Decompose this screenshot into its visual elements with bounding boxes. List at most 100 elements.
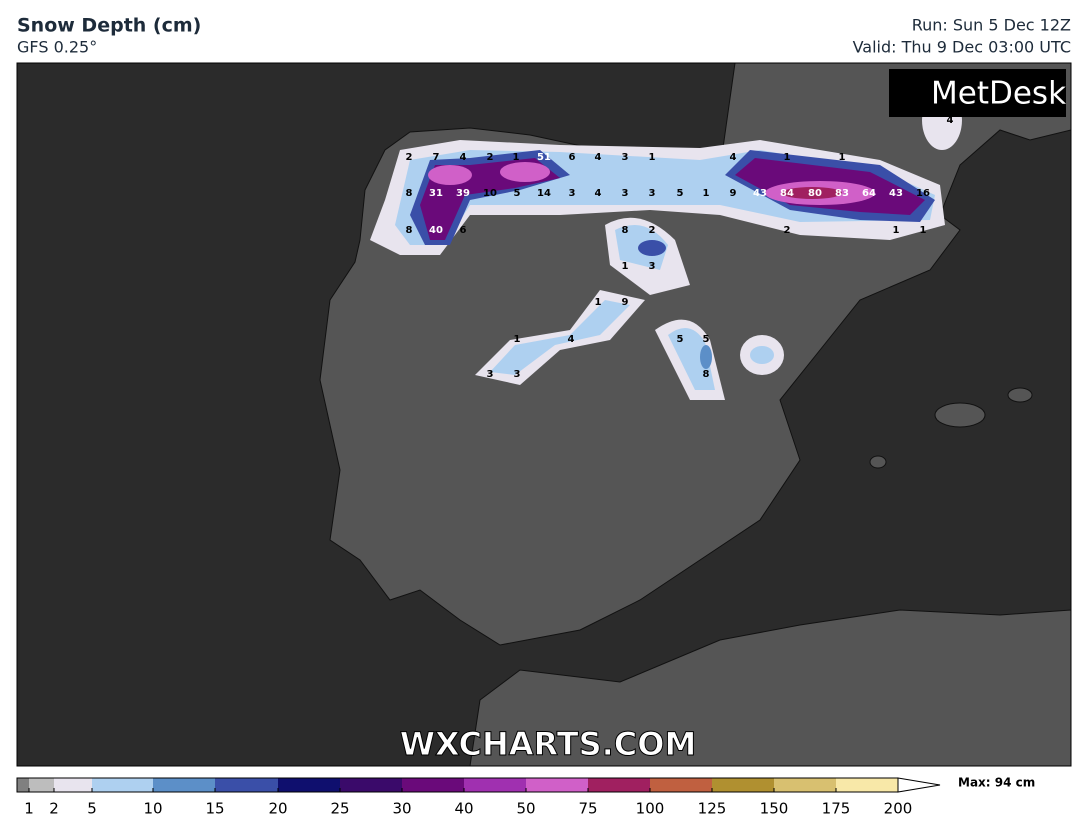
snow-label: 1 [622,261,629,272]
snow-label: 4 [595,152,602,163]
snow-label: 6 [460,225,467,236]
snow-label: 3 [622,188,629,199]
title: Snow Depth (cm) [17,15,201,37]
snow-label: 8 [703,369,710,380]
legend: 1 2 5 10 15 20 25 30 40 50 75 100 125 150 175 200 [16,777,941,818]
legend-swatch [153,778,215,792]
model: GFS 0.25° [17,38,97,57]
snow-label: 43 [753,188,767,199]
snow-label: 4 [730,152,737,163]
snow-label: 3 [622,152,629,163]
snow-label: 64 [862,188,876,199]
legend-swatch [278,778,340,792]
legend-arrow [897,777,941,793]
legend-tick-label: 30 [392,800,411,818]
legend-swatch [588,778,650,792]
legend-tick-label: 25 [330,800,349,818]
map-labels: 2 7 4 2 1 51 6 4 3 1 4 1 18 31 39 10 5 14 3 4 3 3 5 1 9 43 84 80 83 6… [406,115,954,380]
snow-label: 1 [703,188,710,199]
snow-label: 1 [513,152,520,163]
legend-tick-label: 150 [760,800,789,818]
snow-label: 6 [569,152,576,163]
snow-label: 2 [649,225,656,236]
snow-label: 3 [514,369,521,380]
snow-label: 3 [649,261,656,272]
iberia [319,127,961,646]
legend-tick-label: 5 [87,800,97,818]
snow-label: 7 [433,152,440,163]
legend-tick-label: 15 [205,800,224,818]
snow-label: 1 [595,297,602,308]
legend-swatch [526,778,588,792]
legend-swatch [29,778,54,792]
legend-tick-label: 1 [24,800,34,818]
snow-label: 51 [537,152,551,163]
legend-frame [16,777,899,793]
snow-label: 3 [649,188,656,199]
legend-swatch [54,778,92,792]
valid: Valid: Thu 9 Dec 03:00 UTC [853,38,1071,57]
snow-label: 5 [677,188,684,199]
legend-swatch [402,778,464,792]
map-frame [16,62,1072,767]
map: 2 7 4 2 1 51 6 4 3 1 4 1 18 31 39 10 5 14 3 4 3 3 5 1 9 43 84 80 83 6… [16,62,1072,767]
snow-label: 5 [677,334,684,345]
island [869,455,887,469]
snow [370,90,962,400]
snow-label: 9 [622,297,629,308]
snow-label: 39 [456,188,470,199]
legend-tick-label: 2 [49,800,59,818]
legend-tick-label: 10 [143,800,162,818]
snow-label: 1 [514,334,521,345]
snow-label: 1 [784,152,791,163]
legend-max: Max: 94 cm [958,776,1035,790]
snow-label: 5 [703,334,710,345]
snow-label: 8 [406,225,413,236]
legend-swatch [215,778,278,792]
snow-label: 10 [483,188,497,199]
snow-label: 4 [947,115,954,126]
snow-label: 2 [487,152,494,163]
snow-label: 2 [406,152,413,163]
africa [469,609,1071,766]
snow-label: 2 [784,225,791,236]
snow-label: 1 [839,152,846,163]
island [1007,387,1033,403]
logo: MetDesk [931,76,1066,112]
snow-label: 43 [889,188,903,199]
logo-box [889,69,1066,117]
legend-swatch [464,778,526,792]
run: Run: Sun 5 Dec 12Z [912,16,1071,35]
island [934,402,986,428]
legend-swatch [650,778,712,792]
snow-label: 84 [780,188,794,199]
snow-label: 16 [916,188,930,199]
snow-label: 8 [406,188,413,199]
legend-tick-label: 175 [822,800,851,818]
legend-tick-label: 20 [268,800,287,818]
legend-tick-label: 200 [884,800,913,818]
legend-tick-label: 50 [516,800,535,818]
legend-swatch [340,778,402,792]
snow-label: 31 [429,188,443,199]
watermark: WXCHARTS.COM [400,725,697,763]
snow-label: 3 [569,188,576,199]
legend-swatch [712,778,774,792]
snow-label: 1 [649,152,656,163]
snow-label: 1 [920,225,927,236]
legend-tick-label: 100 [636,800,665,818]
snow-label: 83 [835,188,849,199]
legend-tick-label: 125 [698,800,727,818]
legend-swatch [92,778,153,792]
legend-tick-label: 75 [578,800,597,818]
snow-label: 9 [730,188,737,199]
legend-swatch [836,778,898,792]
snow-label: 1 [893,225,900,236]
legend-swatch [17,778,29,792]
snow-label: 8 [622,225,629,236]
snow-label: 80 [808,188,822,199]
snow-label: 5 [514,188,521,199]
snow-label: 40 [429,225,443,236]
snow-label: 4 [568,334,575,345]
